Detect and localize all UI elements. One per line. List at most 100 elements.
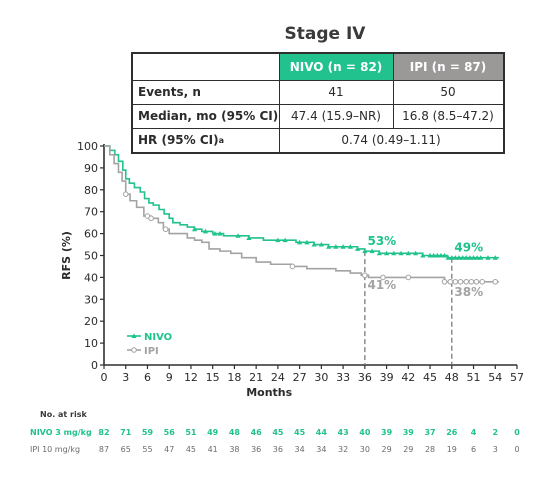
risk-value: 45 [294,428,306,437]
x-tick-label: 24 [271,371,285,384]
legend-marker [131,347,137,353]
censor-mark-ipi [479,278,486,285]
risk-value: 19 [446,445,457,454]
x-tick-label: 39 [380,371,394,384]
risk-value: 47 [164,445,175,454]
risk-value: 48 [228,428,240,437]
y-tick-label: 0 [91,359,98,372]
censor-mark-ipi [162,226,169,233]
censor-mark-nivo [362,248,368,254]
censor-mark-nivo [347,244,353,249]
censor-mark-nivo [191,226,198,232]
risk-row: NIVO 3 mg/kg 82 71 59 56 51 49 48 46 45 45 44 43 40 39… [0,428,545,442]
risk-value: 6 [470,445,477,454]
x-tick-label: 0 [101,371,108,384]
x-tick-label: 15 [206,371,220,384]
censor-mark-ipi [362,272,368,279]
x-tick-label: 42 [401,371,415,384]
risk-value: 4 [470,428,477,437]
censor-mark-nivo [304,239,310,245]
risk-value: 0 [514,428,520,437]
y-tick-label: 60 [84,228,98,241]
censor-mark-ipi [441,278,448,285]
risk-value: 36 [272,445,283,454]
events-nivo: 41 [328,85,344,99]
censor-mark-nivo [212,231,218,236]
censor-mark-nivo [449,255,455,260]
table-divider [133,128,503,129]
censor-mark-nivo [376,250,382,256]
censor-mark-ipi [463,278,470,285]
risk-value: 40 [359,428,371,437]
risk-value: 65 [120,445,131,454]
nivo-column-header: NIVO (n = 82) [279,54,393,80]
risk-table-title: No. at risk [40,410,87,419]
censor-mark-nivo [398,250,404,256]
y-tick-label: 90 [84,162,98,175]
risk-value: 37 [424,428,436,437]
risk-value: 87 [98,445,110,454]
y-tick-label: 10 [84,337,98,350]
censor-mark-nivo [311,241,317,247]
risk-value: 71 [120,428,132,437]
risk-value: 56 [163,428,175,437]
risk-value: 29 [381,445,392,454]
annotation-label: 53% [367,234,396,248]
censor-mark-ipi [405,274,412,281]
risk-value: 49 [207,428,219,437]
censor-mark-nivo [452,255,459,260]
risk-value: 44 [315,428,327,437]
censor-mark-ipi [289,263,296,270]
median-label: Median, mo (95% CI) [138,109,279,123]
risk-value: 51 [185,428,197,437]
ipi-column-header: IPI (n = 87) [393,54,503,80]
censor-mark-nivo [405,250,411,256]
risk-row: IPI 10 mg/kg 87 65 55 47 45 41 38 36 36 34 34 32 30 29… [0,445,545,459]
censor-mark-nivo [246,235,252,240]
hr-footnote-marker: a [218,135,225,145]
hr-label: HR (95% CI) a [133,128,279,152]
censor-mark-ipi [148,215,154,222]
risk-value: 41 [207,445,218,454]
x-tick-label: 57 [510,371,524,384]
risk-value: 26 [446,428,458,437]
censor-mark-nivo [340,244,346,249]
censor-mark-nivo [485,255,491,260]
risk-row-label: IPI 10 mg/kg [30,445,81,454]
censor-mark-nivo [478,255,484,260]
censor-mark-nivo [492,255,498,260]
censor-mark-nivo [445,255,451,260]
table-divider [133,80,503,81]
table-row-hr: HR (95% CI) a 0.74 (0.49–1.11) [133,128,503,152]
risk-value: 39 [381,428,393,437]
risk-value: 34 [294,445,305,454]
x-axis-label: Months [246,386,292,399]
risk-value: 29 [403,445,414,454]
legend-label: NIVO [144,332,172,343]
censor-mark-nivo [470,255,477,260]
annotation-label: 41% [367,278,396,292]
legend-label: IPI [144,346,159,357]
series-line-nivo [104,145,499,259]
x-tick-label: 12 [184,371,198,384]
risk-value: 3 [492,445,498,454]
x-tick-label: 45 [423,371,437,384]
annotation-label: 49% [454,241,483,255]
risk-value: 82 [98,428,110,437]
risk-value: 55 [142,445,153,454]
events-label: Events, n [138,85,201,99]
table-row-median: Median, mo (95% CI) 47.4 (15.9–NR) 16.8 … [133,104,503,128]
risk-row-label: NIVO 3 mg/kg [30,428,92,437]
risk-value: 38 [229,445,240,454]
x-tick-label: 9 [166,371,173,384]
censor-mark-ipi [457,278,464,285]
y-tick-label: 50 [84,250,98,263]
risk-value: 30 [359,445,370,454]
x-tick-label: 6 [144,371,151,384]
table-header-row: NIVO (n = 82) IPI (n = 87) [133,54,503,80]
x-tick-label: 36 [358,371,372,384]
legend-marker [131,333,137,338]
risk-value: 36 [251,445,262,454]
y-axis-label: RFS (%) [60,231,73,280]
